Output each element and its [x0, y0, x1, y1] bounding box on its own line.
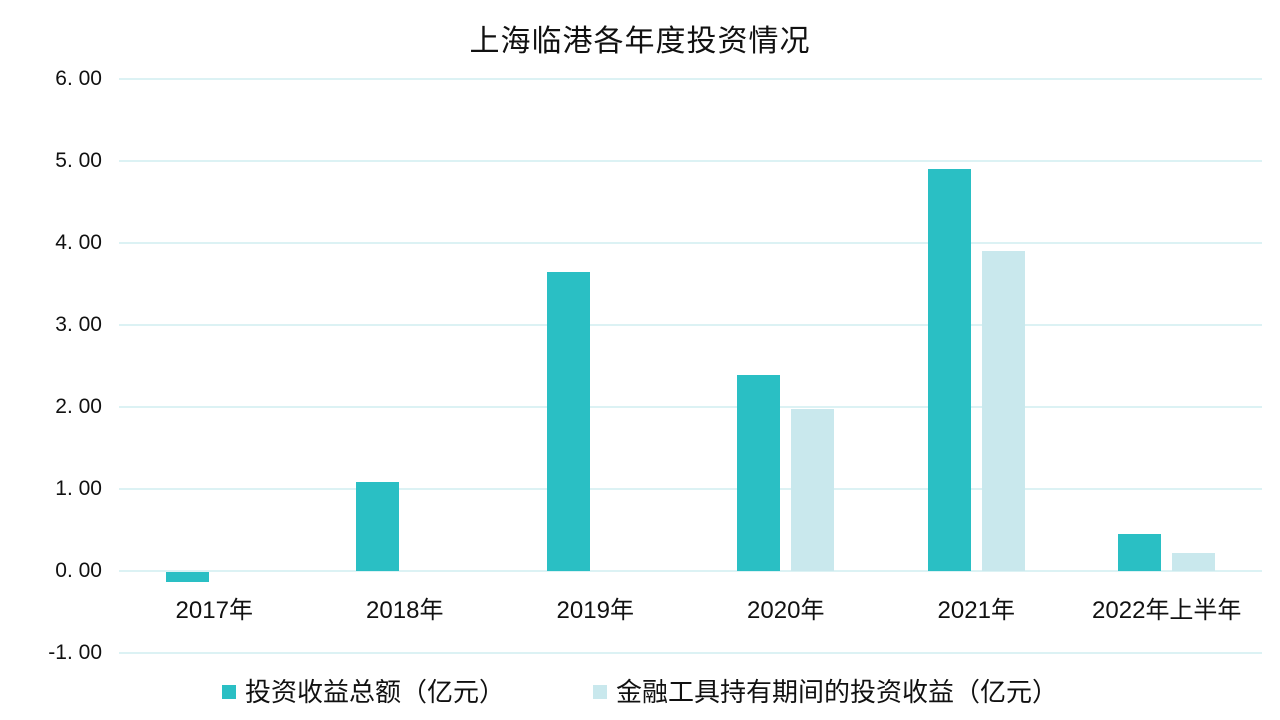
gridline [119, 160, 1262, 162]
x-axis-category-label: 2022年上半年 [1092, 597, 1242, 624]
y-axis-tick-label: 5. 00 [55, 149, 102, 172]
bar-financial-instrument-income [981, 251, 1025, 571]
x-axis-category-label: 2018年 [366, 597, 444, 624]
y-axis-tick-label: 6. 00 [55, 67, 102, 90]
bar-financial-instrument-income [1172, 552, 1216, 571]
bar-total-investment-income [546, 271, 590, 571]
legend-label-series2: 金融工具持有期间的投资收益（亿元） [616, 677, 1059, 707]
bar-financial-instrument-income [791, 409, 835, 571]
x-axis-category-label: 2020年 [747, 597, 825, 624]
bar-total-investment-income [356, 482, 400, 571]
bar-total-investment-income [737, 375, 781, 571]
x-axis-category-label: 2019年 [556, 597, 634, 624]
legend-label-series1: 投资收益总额（亿元） [244, 677, 505, 707]
legend-item-total-investment-income: 投资收益总额（亿元） [221, 672, 505, 709]
legend-item-financial-instrument-income: 金融工具持有期间的投资收益（亿元） [593, 672, 1058, 709]
gridline [119, 488, 1262, 490]
bar-total-investment-income [927, 169, 971, 571]
gridline [119, 242, 1262, 244]
gridline [119, 78, 1262, 80]
series1-swatch-icon [221, 684, 236, 699]
legend: 投资收益总额（亿元） 金融工具持有期间的投资收益（亿元） [0, 672, 1280, 709]
bar-total-investment-income [1118, 534, 1162, 571]
y-axis-tick-label: 0. 00 [55, 559, 102, 582]
x-axis-category-label: 2021年 [937, 597, 1015, 624]
gridline [119, 324, 1262, 326]
gridline [119, 652, 1262, 654]
y-axis-tick-label: 2. 00 [55, 395, 102, 418]
y-axis-tick-label: 4. 00 [55, 231, 102, 254]
gridline [119, 570, 1262, 572]
chart-title: 上海临港各年度投资情况 [469, 25, 811, 58]
y-axis-tick-label: -1. 00 [48, 641, 102, 664]
gridline [119, 406, 1262, 408]
series2-swatch-icon [593, 684, 607, 699]
bar-total-investment-income [165, 572, 209, 582]
y-axis-tick-label: 3. 00 [55, 313, 102, 336]
y-axis-tick-label: 1. 00 [55, 477, 102, 500]
x-axis-category-label: 2017年 [175, 597, 253, 624]
